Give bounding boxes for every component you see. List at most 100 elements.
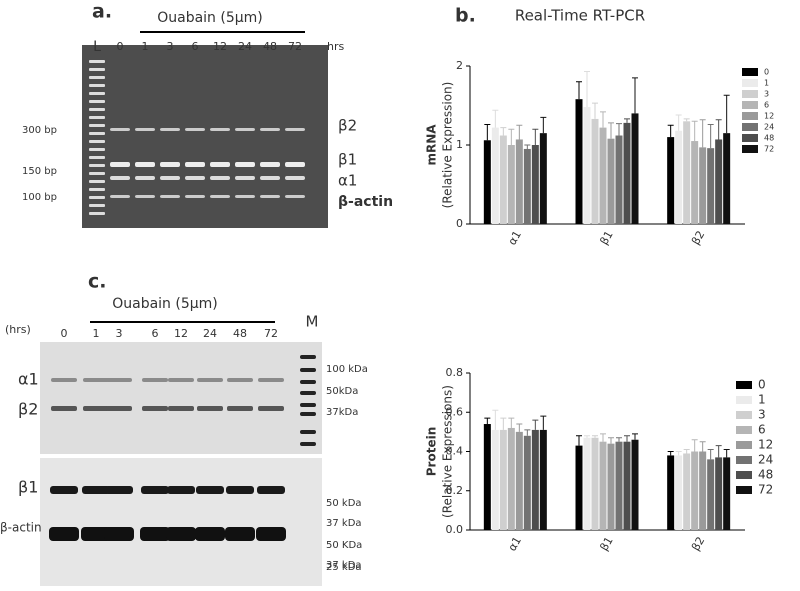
- blot-band: [195, 527, 225, 541]
- error-bar: [675, 114, 682, 131]
- lane-label: 72: [288, 40, 302, 53]
- error-bar: [683, 118, 690, 122]
- error-bar: [683, 449, 690, 454]
- gel-band: [110, 128, 130, 131]
- gel-band: [210, 128, 230, 131]
- legend-label: 48: [758, 468, 773, 482]
- ladder-band: [89, 116, 105, 119]
- x-tick-label: β1: [597, 229, 615, 248]
- x-tick-label: β2: [689, 229, 707, 248]
- legend-swatch: [736, 456, 752, 464]
- ladder-label: L: [93, 39, 101, 55]
- bar: [583, 107, 591, 224]
- legend-swatch: [742, 145, 758, 153]
- error-bar: [524, 429, 531, 436]
- blot-band: [106, 378, 132, 382]
- bar: [483, 140, 491, 224]
- ladder-band: [89, 188, 105, 191]
- band-label: α1: [338, 172, 357, 190]
- error-bar: [699, 119, 706, 148]
- error-bar: [576, 435, 582, 446]
- lane-label: 6: [192, 40, 199, 53]
- bar: [483, 424, 491, 530]
- chart-title: Real-Time RT-PCR: [515, 7, 645, 25]
- y-tick-label: 2: [456, 59, 463, 72]
- lane-label: 1: [142, 40, 149, 53]
- gel-band: [135, 195, 155, 198]
- bar: [539, 133, 547, 224]
- error-bar: [600, 111, 606, 128]
- size-label: 50 kDa: [326, 498, 362, 509]
- gel-band: [185, 195, 205, 198]
- error-bar: [675, 451, 682, 456]
- gel-band: [210, 162, 230, 167]
- bar: [607, 443, 615, 530]
- error-bar: [715, 445, 722, 458]
- error-bar: [516, 124, 523, 140]
- y-tick-label: 0.0: [446, 523, 464, 536]
- gel-band: [210, 195, 230, 198]
- blot-band: [197, 406, 223, 411]
- size-label: 37 kDa: [326, 518, 362, 529]
- lane-label: 0: [61, 327, 68, 340]
- bar: [499, 135, 507, 224]
- blot-band: [49, 527, 79, 541]
- ladder-band: [89, 180, 105, 183]
- size-label: 100 kDa: [326, 364, 368, 375]
- blot-band: [105, 486, 133, 494]
- legend-label: 72: [764, 145, 774, 154]
- size-label: 37 kDa: [326, 560, 362, 571]
- panel-label: c.: [88, 271, 106, 293]
- band-label: α1: [18, 370, 39, 389]
- error-bar: [600, 433, 606, 442]
- blot-band: [258, 406, 284, 411]
- error-bar: [715, 119, 722, 140]
- blot-band: [51, 406, 77, 411]
- legend-label: 0: [764, 68, 769, 77]
- band-label: β2: [338, 117, 357, 135]
- y-tick-label: 0.6: [446, 405, 464, 418]
- gel-band: [110, 195, 130, 198]
- error-bar: [616, 123, 622, 136]
- blot-band: [106, 406, 132, 411]
- blot-band: [104, 527, 134, 541]
- ladder-band: [89, 76, 105, 79]
- lane-label: 24: [203, 327, 217, 340]
- bar: [715, 139, 723, 224]
- gel-band: [160, 128, 180, 131]
- y-axis-label: Protein: [425, 427, 439, 477]
- unit-label: hrs: [327, 40, 344, 53]
- gel-band: [110, 162, 130, 167]
- marker-band: [300, 391, 316, 395]
- error-bar: [492, 109, 499, 128]
- blot-band: [51, 378, 77, 382]
- legend-label: 3: [764, 90, 769, 99]
- x-tick-label: β2: [689, 535, 707, 554]
- legend-swatch: [736, 471, 752, 479]
- bar: [523, 148, 531, 224]
- x-tick-label: α1: [506, 229, 524, 248]
- bar: [699, 451, 707, 530]
- y-tick-label: 0: [456, 217, 463, 230]
- error-bar: [508, 128, 515, 145]
- marker-label: M: [306, 313, 319, 331]
- blot-band: [168, 406, 194, 411]
- error-bar: [484, 417, 491, 425]
- size-label: 25 kDa: [326, 562, 362, 573]
- gel-band: [285, 162, 305, 167]
- bar: [539, 429, 547, 530]
- gel-band: [235, 128, 255, 131]
- band-label: β1: [338, 151, 357, 169]
- gel-a: [82, 45, 328, 228]
- blot-band: [227, 378, 253, 382]
- error-bar: [584, 435, 590, 438]
- legend-swatch: [736, 396, 752, 404]
- error-bar: [532, 419, 539, 430]
- band-label: β2: [18, 400, 38, 419]
- gel-band: [185, 128, 205, 131]
- error-bar: [508, 417, 515, 428]
- error-bar: [707, 123, 714, 149]
- y-tick-label: 0.2: [446, 484, 464, 497]
- ladder-band: [89, 204, 105, 207]
